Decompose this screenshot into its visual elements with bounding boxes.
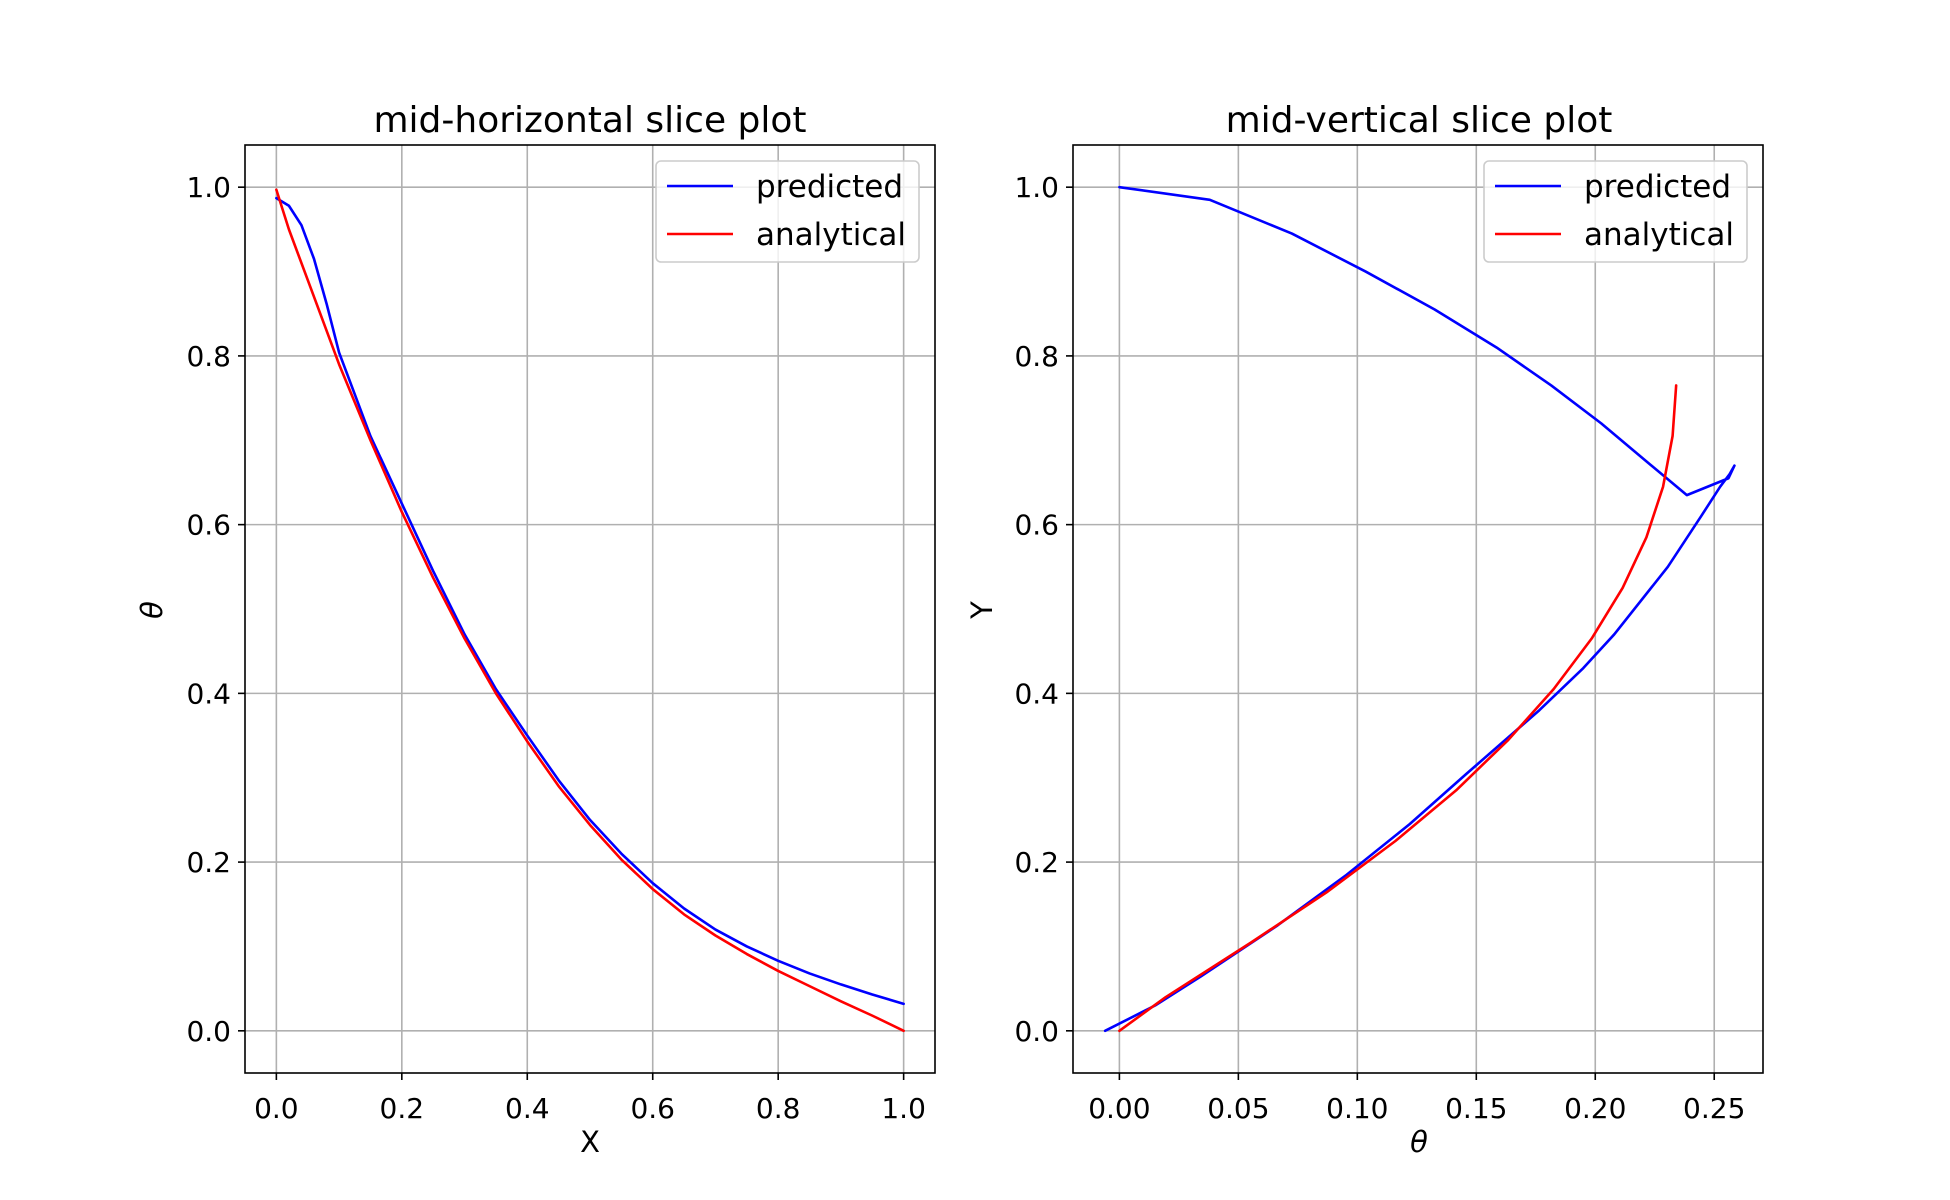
x-tick-label: 1.0 bbox=[881, 1092, 926, 1125]
y-tick-label: 0.2 bbox=[1014, 846, 1059, 879]
x-tick-label: 0.10 bbox=[1326, 1092, 1388, 1125]
plot-area-frame bbox=[1072, 144, 1764, 1074]
x-axis-label: θ bbox=[1410, 1125, 1428, 1159]
x-tick-label: 0.4 bbox=[505, 1092, 550, 1125]
x-tick-label: 0.15 bbox=[1445, 1092, 1507, 1125]
legend: predicted analytical bbox=[655, 160, 920, 263]
legend-predicted-label: predicted bbox=[756, 169, 903, 205]
y-tick-label: 0.4 bbox=[186, 677, 231, 710]
legend-analytical-label: analytical bbox=[1584, 217, 1734, 253]
y-tick-label: 0.2 bbox=[186, 846, 231, 879]
grid-lines bbox=[245, 145, 935, 1073]
y-tick-label: 0.0 bbox=[186, 1015, 231, 1048]
chart-title: mid-vertical slice plot bbox=[1226, 100, 1613, 141]
chart-title: mid-horizontal slice plot bbox=[373, 100, 806, 141]
series-group bbox=[275, 188, 905, 1033]
plot-area-frame bbox=[244, 144, 936, 1074]
legend: predicted analytical bbox=[1483, 160, 1748, 263]
x-tick-label: 0.6 bbox=[630, 1092, 675, 1125]
x-tick-label: 0.0 bbox=[254, 1092, 299, 1125]
y-axis-label: θ bbox=[135, 601, 169, 619]
y-tick-label: 1.0 bbox=[186, 171, 231, 204]
grid-lines bbox=[1073, 145, 1763, 1073]
series-line-analytical bbox=[275, 188, 905, 1033]
tick-labels: 0.00 0.05 0.10 0.15 0.20 0.25 0.0 0.2 0.4 0.6 0.8 1… bbox=[1014, 171, 1745, 1125]
x-tick-label: 0.25 bbox=[1683, 1092, 1745, 1125]
tick-labels: 0.0 0.2 0.4 0.6 0.8 1.0 0.0 0.2 0.4 0.6 0.8 1.0 bbox=[186, 171, 925, 1125]
y-tick-label: 0.0 bbox=[1014, 1015, 1059, 1048]
y-tick-label: 0.6 bbox=[186, 509, 231, 542]
y-axis-label: Y bbox=[965, 601, 999, 620]
series-line-predicted bbox=[275, 196, 905, 1006]
legend-analytical-label: analytical bbox=[756, 217, 906, 253]
y-tick-label: 0.4 bbox=[1014, 677, 1059, 710]
series-line-analytical bbox=[1118, 384, 1678, 1033]
chart-mid-vertical: mid-vertical slice plot 0.00 0.05 0.10 0.15… bbox=[965, 100, 1764, 1159]
series-line-predicted bbox=[1103, 185, 1736, 1033]
x-tick-label: 0.00 bbox=[1088, 1092, 1150, 1125]
chart-mid-horizontal: mid-horizontal slice plot 0.0 0.2 0.4 0.6 0.… bbox=[135, 100, 936, 1159]
x-tick-label: 0.8 bbox=[756, 1092, 801, 1125]
y-tick-label: 1.0 bbox=[1014, 171, 1059, 204]
y-tick-label: 0.6 bbox=[1014, 509, 1059, 542]
y-tick-label: 0.8 bbox=[1014, 340, 1059, 373]
x-tick-label: 0.20 bbox=[1564, 1092, 1626, 1125]
x-tick-label: 0.2 bbox=[380, 1092, 425, 1125]
x-axis-label: X bbox=[580, 1125, 600, 1159]
x-tick-label: 0.05 bbox=[1207, 1092, 1269, 1125]
series-group bbox=[1103, 185, 1736, 1033]
y-tick-label: 0.8 bbox=[186, 340, 231, 373]
legend-predicted-label: predicted bbox=[1584, 169, 1731, 205]
